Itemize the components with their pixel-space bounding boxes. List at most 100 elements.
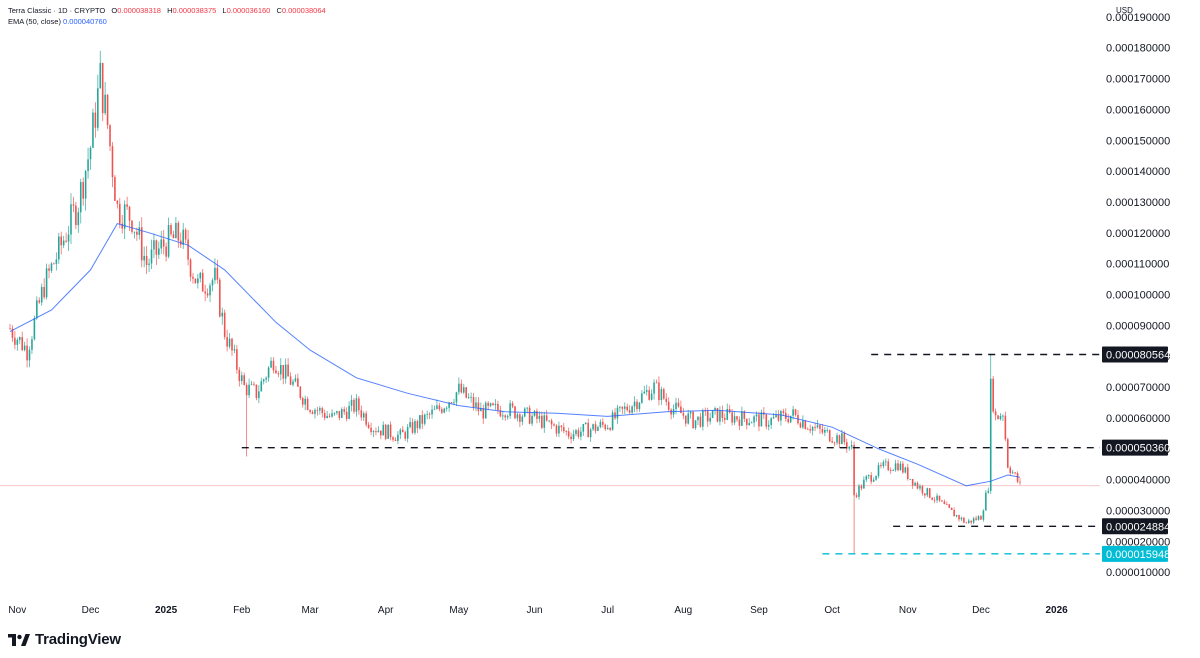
candle-body	[472, 396, 475, 408]
candle-body	[994, 411, 997, 416]
candle-body	[48, 268, 50, 271]
candle-body	[919, 486, 921, 489]
ema-line	[9, 223, 1021, 487]
candle-body	[16, 339, 19, 345]
candle-body	[26, 345, 28, 361]
candle-body	[153, 240, 155, 250]
candle-body	[375, 431, 377, 433]
candle-body	[809, 429, 811, 431]
candle-body	[409, 422, 411, 428]
candle-body	[319, 408, 321, 411]
candle-body	[111, 146, 114, 178]
candle-body	[526, 407, 528, 409]
candle-body	[787, 418, 790, 423]
candle-body	[941, 500, 943, 502]
candle-body	[238, 369, 241, 381]
candle-body	[128, 206, 131, 221]
candle-body	[348, 405, 350, 419]
tradingview-logo[interactable]: TradingView	[8, 631, 121, 648]
y-tick-label: 0.000160000	[1106, 104, 1170, 116]
candle-body	[845, 442, 848, 449]
candle-body	[889, 470, 892, 471]
candle-body	[131, 220, 133, 232]
candle-body	[148, 263, 150, 265]
candle-body	[731, 412, 733, 423]
candle-body	[219, 279, 221, 317]
candle-body	[462, 387, 465, 393]
y-tick-label: 0.000170000	[1106, 74, 1170, 86]
candle-body	[399, 429, 402, 435]
candle-body	[362, 413, 365, 418]
candle-body	[109, 125, 111, 147]
symbol-label[interactable]: Terra Classic · 1D · CRYPTO	[8, 6, 106, 15]
candle-body	[853, 444, 855, 496]
candle-body	[724, 418, 726, 420]
candle-body	[443, 408, 446, 413]
ema-label[interactable]: EMA (50, close)	[8, 17, 61, 26]
legend-price-row: Terra Classic · 1D · CRYPTO O0.000038318…	[8, 5, 326, 16]
candle-body	[946, 504, 948, 505]
candle-body	[609, 428, 611, 430]
candle-body	[182, 229, 185, 245]
candle-body	[367, 424, 370, 428]
candle-body	[55, 259, 58, 264]
candle-body	[445, 407, 448, 409]
candle-body	[855, 495, 858, 497]
candle-body	[1004, 415, 1007, 440]
candle-body	[282, 364, 285, 379]
level-badge	[1102, 439, 1168, 456]
candle-body	[699, 416, 702, 427]
y-tick-label: 0.000190000	[1106, 12, 1170, 24]
candle-body	[480, 408, 482, 412]
candle-body	[1011, 472, 1014, 474]
candle-body	[1014, 472, 1016, 474]
candle-body	[916, 482, 919, 489]
candle-body	[655, 382, 658, 384]
candle-body	[216, 267, 219, 280]
candle-body	[528, 407, 531, 424]
x-tick-label: Oct	[824, 605, 840, 616]
candle-body	[14, 337, 16, 345]
candle-body	[709, 417, 711, 422]
candle-body	[331, 413, 333, 417]
candle-body	[863, 479, 865, 489]
candle-body	[165, 246, 167, 257]
candle-body	[487, 402, 489, 406]
candle-body	[650, 393, 653, 400]
candle-body	[992, 378, 994, 412]
y-tick-label: 0.000150000	[1106, 135, 1170, 147]
candle-body	[675, 402, 677, 410]
candle-body	[804, 420, 807, 429]
candle-body	[270, 360, 272, 368]
candle-body	[92, 112, 94, 148]
candle-body	[1007, 439, 1009, 468]
candle-body	[975, 518, 977, 520]
candle-body	[511, 403, 514, 407]
candle-body	[628, 410, 631, 413]
level-badge	[1102, 518, 1168, 535]
candle-body	[138, 227, 141, 235]
candle-body	[114, 177, 116, 201]
x-tick-label: Apr	[378, 605, 394, 616]
candle-body	[65, 240, 67, 242]
candle-body	[970, 520, 973, 523]
legend-ema-row: EMA (50, close) 0.000040760	[8, 16, 326, 27]
candle-body	[955, 515, 958, 517]
candle-body	[706, 411, 709, 422]
candle-body	[9, 328, 11, 330]
level-badge-label: 0.000080564	[1106, 350, 1170, 362]
candle-body	[99, 62, 102, 89]
candle-body	[428, 413, 431, 415]
candle-body	[814, 426, 816, 428]
candle-body	[494, 403, 497, 406]
candle-body	[904, 467, 907, 473]
close-value: 0.000038064	[281, 6, 326, 15]
candle-body	[948, 504, 951, 508]
candle-body	[519, 414, 521, 422]
candle-body	[831, 441, 833, 443]
candle-body	[577, 430, 580, 437]
candle-body	[94, 112, 97, 128]
candle-body	[936, 495, 938, 501]
candle-body	[70, 204, 72, 235]
